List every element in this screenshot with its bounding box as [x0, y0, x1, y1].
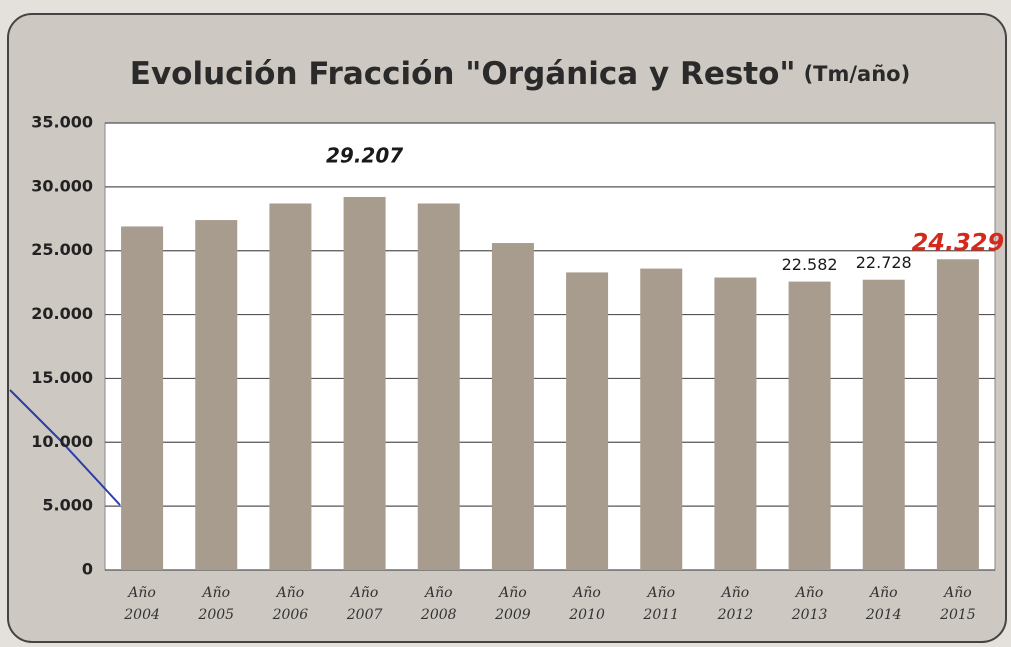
bar [862, 279, 905, 570]
hand-mark [9, 389, 121, 506]
bar [195, 220, 238, 570]
x-tick-label: Año 2004 [124, 585, 160, 623]
x-tick-label: Año 2015 [940, 585, 976, 623]
title-unit: (Tm/año) [804, 62, 911, 86]
y-tick-label: 25.000 [31, 240, 93, 259]
x-tick-label: Año 2013 [791, 585, 828, 623]
y-tick-label: 10.000 [31, 432, 93, 451]
x-tick-label: Año 2014 [865, 585, 902, 623]
bar [269, 203, 312, 570]
chart-title: Evolución Fracción "Orgánica y Resto" (Tm… [130, 56, 910, 92]
x-tick-label: Año 2007 [346, 585, 383, 623]
bar [566, 272, 609, 570]
x-tick-label: Año 2010 [569, 585, 605, 623]
bar [936, 259, 979, 570]
x-tick-label: Año 2005 [198, 585, 235, 623]
y-tick-label: 15.000 [31, 368, 93, 387]
value-label: 29.207 [326, 143, 403, 167]
bar [343, 196, 386, 571]
x-tick-label: Año 2006 [272, 585, 309, 623]
value-label: 22.582 [782, 255, 838, 274]
bar [788, 281, 831, 570]
x-tick-label: Año 2012 [717, 585, 754, 623]
value-label: 22.728 [856, 253, 912, 272]
x-tick-label: Año 2011 [643, 585, 680, 623]
title: Evolución Fracción "Orgánica y Resto" [130, 56, 796, 92]
y-tick-label: 35.000 [31, 113, 93, 132]
y-tick-label: 30.000 [31, 176, 93, 195]
x-tick-label: Año 2009 [495, 585, 531, 623]
value-label: 24.329 [912, 228, 1005, 256]
y-tick-label: 0 [82, 560, 93, 579]
y-tick-label: 5.000 [42, 496, 93, 515]
bar [121, 226, 164, 570]
y-tick-label: 20.000 [31, 304, 93, 323]
bar [417, 203, 460, 570]
bar [714, 277, 757, 570]
bar [491, 243, 534, 570]
bar [640, 268, 683, 570]
plot-area [104, 122, 996, 571]
x-tick-label: Año 2008 [420, 585, 457, 623]
